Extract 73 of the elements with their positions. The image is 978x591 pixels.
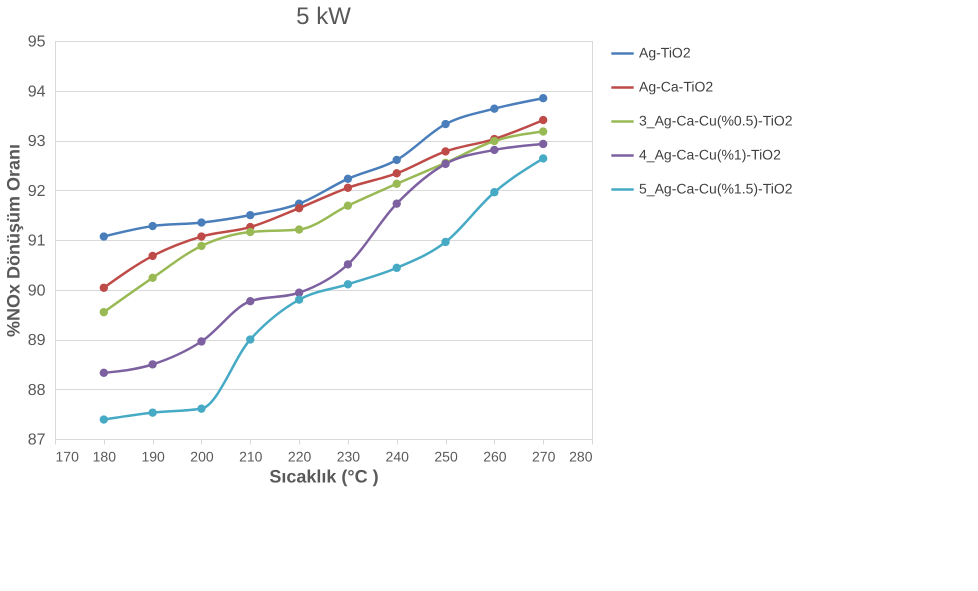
point (294, 296, 304, 304)
point (246, 228, 254, 236)
point (246, 335, 254, 344)
x-axis-title: Sıcaklık (°C ) (269, 466, 379, 486)
point (441, 238, 450, 246)
point (539, 116, 548, 124)
y-tick-label: 95 (28, 34, 46, 50)
y-tick-label: 90 (28, 282, 46, 300)
point (246, 297, 254, 306)
point (294, 225, 304, 234)
point (197, 232, 206, 241)
point (100, 415, 108, 424)
point (148, 274, 157, 282)
point (539, 154, 548, 163)
x-tick-label: 260 (483, 448, 507, 464)
y-tick-label: 91 (28, 232, 46, 250)
y-axis-title: %NOx Dönüşüm Oranı (4, 144, 24, 338)
point (441, 120, 450, 128)
point (100, 284, 108, 292)
point (539, 127, 548, 136)
point (148, 360, 157, 369)
point (344, 280, 352, 288)
point (197, 218, 206, 227)
point (490, 146, 499, 154)
point (490, 188, 499, 196)
point (100, 308, 108, 316)
point (539, 94, 548, 102)
legend-label: 3_Ag-Ca-Cu(%0.5)-TiO2 (639, 112, 793, 128)
x-tick-label: 170 (56, 448, 80, 464)
y-tick-label: 87 (28, 432, 46, 448)
point (197, 404, 206, 413)
point (490, 104, 499, 113)
point (148, 252, 157, 260)
x-tick-label: 240 (386, 448, 410, 464)
point (197, 337, 206, 346)
legend-label: 4_Ag-Ca-Cu(%1)-TiO2 (639, 146, 782, 162)
point (246, 210, 254, 220)
y-tick-label: 93 (28, 133, 46, 150)
point (294, 288, 304, 297)
point (344, 202, 352, 210)
y-tick-label: 94 (28, 83, 46, 100)
x-tick-label: 220 (288, 448, 312, 464)
legend-label: Ag-Ca-TiO2 (639, 78, 714, 94)
point (344, 260, 352, 269)
point (441, 147, 450, 156)
point (539, 140, 548, 148)
point (100, 232, 108, 241)
point (392, 180, 401, 188)
y-tick-label: 88 (28, 382, 46, 399)
x-tick-label: 280 (569, 448, 593, 464)
point (148, 222, 157, 230)
y-tick-label: 89 (28, 332, 46, 349)
x-tick-label: 210 (239, 448, 263, 464)
x-tick-label: 200 (190, 448, 214, 464)
point (344, 184, 352, 192)
chart-title: 5 kW (296, 3, 352, 30)
point (294, 204, 304, 212)
point (392, 156, 401, 164)
legend-label: Ag-TiO2 (639, 44, 691, 60)
point (100, 368, 108, 378)
point (148, 408, 157, 417)
x-tick-label: 230 (336, 448, 360, 464)
x-tick-label: 250 (434, 448, 458, 464)
point (392, 264, 401, 272)
point (197, 242, 206, 250)
point (344, 174, 352, 183)
x-tick-label: 180 (92, 448, 116, 464)
y-tick-label: 92 (28, 182, 46, 200)
point (392, 169, 401, 178)
point (392, 200, 401, 208)
x-tick-label: 190 (141, 448, 166, 464)
x-tick-label: 270 (532, 448, 556, 464)
legend-label: 5_Ag-Ca-Cu(%1.5)-TiO2 (639, 180, 793, 196)
